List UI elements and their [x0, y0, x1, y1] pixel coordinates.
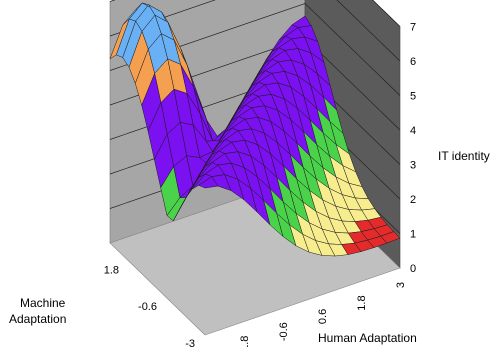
x-axis-title: Human Adaptation	[318, 331, 417, 345]
surface-mesh	[109, 2, 401, 257]
y-axis-title-line2: Adaptation	[9, 312, 66, 326]
z-tick-label: 2	[410, 194, 416, 206]
x-tick-label: -0.6	[278, 322, 290, 341]
y-tick-label: -0.6	[138, 301, 157, 313]
z-tick-label: 1	[410, 229, 416, 241]
x-tick-label: 0.6	[317, 309, 329, 324]
z-tick-label: 7	[410, 22, 416, 34]
surface-cell-14-0	[380, 231, 401, 244]
z-tick-label: 0	[410, 263, 416, 275]
y-tick-label: -3	[185, 338, 195, 347]
y-axis-title-line1: Machine	[20, 296, 66, 310]
gridline-z-6	[109, 0, 401, 62]
y-tick-label: 1.8	[104, 264, 119, 276]
z-tick-label: 5	[410, 91, 416, 103]
x-tick-label: 3	[395, 282, 407, 288]
x-tick-label: 1.8	[356, 295, 368, 310]
z-tick-label: 4	[410, 125, 416, 137]
z-tick-label: 6	[410, 56, 416, 68]
z-tick-label: 3	[410, 160, 416, 172]
x-tick-label: -1.8	[239, 336, 251, 347]
z-axis-title: IT identity	[438, 149, 490, 163]
